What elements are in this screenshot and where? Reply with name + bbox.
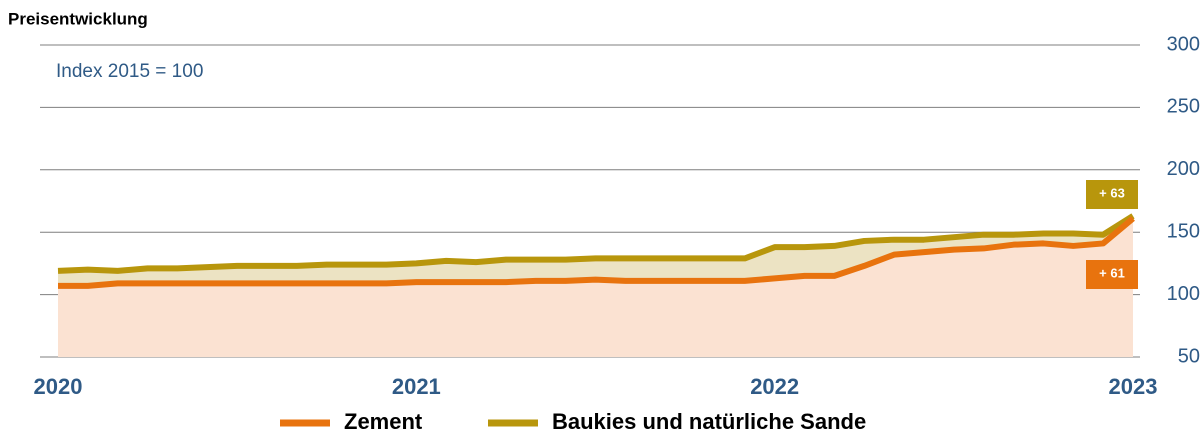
area — [58, 218, 1133, 357]
line — [58, 216, 1135, 289]
chart-title: Preisentwicklung — [8, 9, 148, 28]
x-tick-label: 2022 — [750, 374, 799, 399]
legend-label: Baukies und natürliche Sande — [552, 409, 866, 434]
annotation-box — [1086, 260, 1138, 289]
y-tick-label: 200 — [1167, 158, 1200, 180]
x-tick-label: 2021 — [392, 374, 441, 399]
chart-subtitle: Index 2015 = 100 — [56, 61, 203, 82]
line — [57, 213, 1135, 274]
y-tick-label: 300 — [1167, 33, 1200, 55]
x-tick-label: 2020 — [34, 374, 83, 399]
y-tick-label: 250 — [1167, 96, 1200, 118]
annotation: + 61 — [1099, 265, 1125, 280]
y-tick-label: 100 — [1167, 283, 1200, 305]
legend-label: Zement — [344, 409, 423, 434]
y-tick-label: 150 — [1167, 220, 1200, 242]
annotation-box — [1086, 180, 1138, 209]
x-tick-label: 2023 — [1109, 374, 1158, 399]
y-tick-label: 50 — [1178, 345, 1200, 367]
annotation: + 63 — [1099, 185, 1125, 200]
